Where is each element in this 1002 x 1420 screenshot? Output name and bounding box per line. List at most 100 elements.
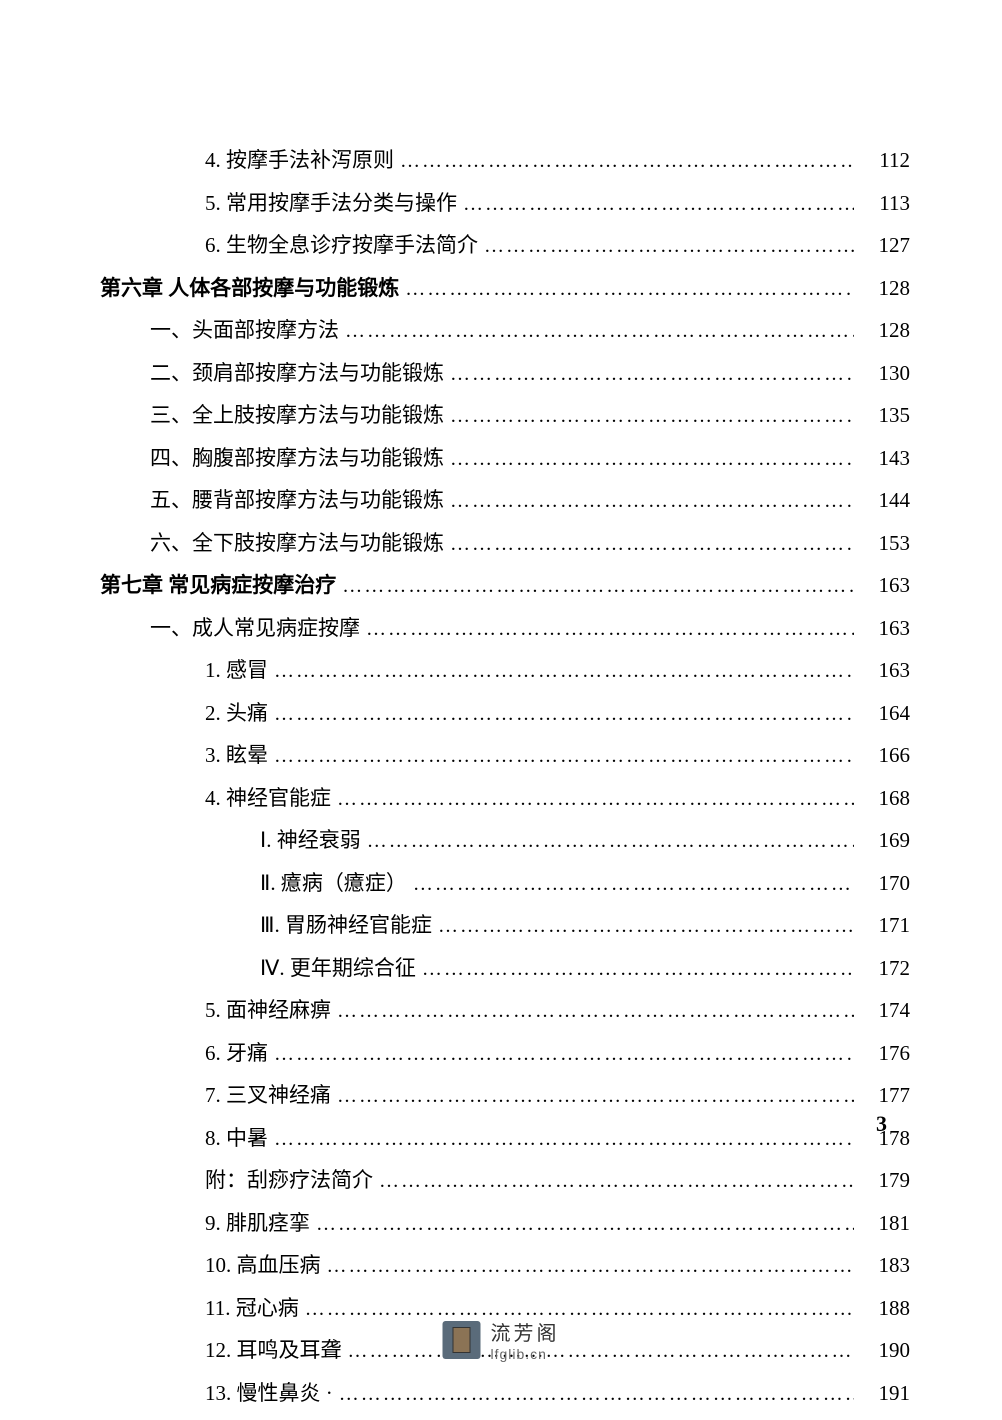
toc-label: 12. 耳鸣及耳聋 (205, 1335, 342, 1367)
toc-page: 171 (860, 910, 910, 942)
toc-line: 一、头面部按摩方法 …………………………………………………………………………12… (100, 315, 910, 347)
toc-line: 三、全上肢按摩方法与功能锻炼 …………………………………………………………………… (100, 400, 910, 432)
toc-dots: ………………………………………………………………………… (438, 911, 854, 941)
toc-line: 二、颈肩部按摩方法与功能锻炼 …………………………………………………………………… (100, 358, 910, 390)
toc-dots: ………………………………………………………………………… (345, 316, 854, 346)
toc-dots: ………………………………………………………………………… (450, 401, 854, 431)
toc-label: Ⅰ. 神经衰弱 (260, 825, 361, 857)
toc-page: 112 (860, 145, 910, 177)
toc-page: 153 (860, 528, 910, 560)
toc-dots: ………………………………………………………………………… (450, 359, 854, 389)
toc-line: 四、胸腹部按摩方法与功能锻炼 …………………………………………………………………… (100, 443, 910, 475)
toc-label: 9. 腓肌痉挛 (205, 1208, 310, 1240)
toc-page: 128 (860, 315, 910, 347)
toc-page: 179 (860, 1165, 910, 1197)
toc-label: 五、腰背部按摩方法与功能锻炼 (150, 485, 444, 517)
toc-line: 1. 感冒 …………………………………………………………………………163 (100, 655, 910, 687)
toc-page: 177 (860, 1080, 910, 1112)
toc-dots: ………………………………………………………………………… (450, 486, 854, 516)
toc-content: 4. 按摩手法补泻原则…………………………………………………………………………1… (100, 145, 910, 1420)
toc-line: Ⅱ. 癔病（癔症）…………………………………………………………………………170 (100, 868, 910, 900)
toc-line: 附：刮痧疗法简介 …………………………………………………………………………179 (100, 1165, 910, 1197)
toc-line: 第七章 常见病症按摩治疗 ………………………………………………………………………… (100, 570, 910, 602)
toc-label: 2. 头痛 (205, 698, 268, 730)
toc-label: 4. 按摩手法补泻原则 (205, 145, 394, 177)
toc-label: 三、全上肢按摩方法与功能锻炼 (150, 400, 444, 432)
toc-label: 六、全下肢按摩方法与功能锻炼 (150, 528, 444, 560)
toc-label: 6. 牙痛 (205, 1038, 268, 1070)
toc-dots: ………………………………………………………………………… (339, 1379, 854, 1409)
toc-line: 4. 按摩手法补泻原则…………………………………………………………………………1… (100, 145, 910, 177)
watermark-en: lfglib.cn (491, 1346, 560, 1362)
toc-line: 6. 牙痛…………………………………………………………………………176 (100, 1038, 910, 1070)
toc-dots: ………………………………………………………………………… (274, 699, 854, 729)
toc-label: 附：刮痧疗法简介 (205, 1165, 373, 1197)
toc-dots: ………………………………………………………………………… (348, 1336, 855, 1366)
toc-page: 163 (860, 613, 910, 645)
toc-page: 183 (860, 1250, 910, 1282)
toc-dots: ………………………………………………………………………… (379, 1166, 854, 1196)
toc-page: 163 (860, 655, 910, 687)
watermark-book-icon (443, 1321, 481, 1359)
page-number: 3 (876, 1111, 887, 1137)
toc-page: 168 (860, 783, 910, 815)
toc-page: 128 (860, 273, 910, 305)
toc-line: 一、成人常见病症按摩 …………………………………………………………………………1… (100, 613, 910, 645)
toc-dots: ………………………………………………………………………… (366, 614, 854, 644)
toc-line: 第六章 人体各部按摩与功能锻炼 ………………………………………………………………… (100, 273, 910, 305)
toc-dots: ………………………………………………………………………… (337, 1081, 854, 1111)
toc-dots: ………………………………………………………………………… (463, 189, 854, 219)
toc-label: 6. 生物全息诊疗按摩手法简介 (205, 230, 478, 262)
toc-page: 169 (860, 825, 910, 857)
toc-dots: ………………………………………………………………………… (327, 1251, 855, 1281)
toc-page: 164 (860, 698, 910, 730)
toc-line: 7. 三叉神经痛…………………………………………………………………………177 (100, 1080, 910, 1112)
toc-label: 第六章 人体各部按摩与功能锻炼 (100, 273, 399, 305)
toc-dots: ………………………………………………………………………… (274, 1039, 854, 1069)
toc-label: Ⅱ. 癔病（癔症） (260, 868, 407, 900)
watermark: 流芳阁 lfglib.cn (443, 1317, 560, 1362)
toc-line: 9. 腓肌痉挛…………………………………………………………………………181 (100, 1208, 910, 1240)
toc-label: 1. 感冒 (205, 655, 268, 687)
toc-page: 174 (860, 995, 910, 1027)
toc-dots: ………………………………………………………………………… (337, 784, 854, 814)
toc-label: Ⅳ. 更年期综合征 (260, 953, 416, 985)
toc-dots: ………………………………………………………………………… (450, 529, 854, 559)
toc-label: 7. 三叉神经痛 (205, 1080, 331, 1112)
toc-page: 144 (860, 485, 910, 517)
toc-page: 172 (860, 953, 910, 985)
toc-label: 8. 中暑 (205, 1123, 268, 1155)
toc-label: Ⅲ. 胃肠神经官能症 (260, 910, 432, 942)
toc-line: 13. 慢性鼻炎 · …………………………………………………………………………1… (100, 1378, 910, 1410)
toc-page: 127 (860, 230, 910, 262)
toc-page: 176 (860, 1038, 910, 1070)
toc-label: 13. 慢性鼻炎 · (205, 1378, 333, 1410)
toc-dots: ………………………………………………………………………… (400, 146, 854, 176)
toc-page: 143 (860, 443, 910, 475)
toc-line: 五、腰背部按摩方法与功能锻炼 …………………………………………………………………… (100, 485, 910, 517)
toc-line: 5. 面神经麻痹…………………………………………………………………………174 (100, 995, 910, 1027)
toc-page: 166 (860, 740, 910, 772)
toc-label: 11. 冠心病 (205, 1293, 299, 1325)
toc-dots: ………………………………………………………………………… (274, 741, 854, 771)
toc-page: 130 (860, 358, 910, 390)
toc-label: 5. 面神经麻痹 (205, 995, 331, 1027)
toc-dots: ………………………………………………………………………… (367, 826, 854, 856)
toc-label: 第七章 常见病症按摩治疗 (100, 570, 336, 602)
toc-line: Ⅰ. 神经衰弱…………………………………………………………………………169 (100, 825, 910, 857)
toc-label: 一、头面部按摩方法 (150, 315, 339, 347)
toc-label: 4. 神经官能症 (205, 783, 331, 815)
toc-line: 3. 眩晕…………………………………………………………………………166 (100, 740, 910, 772)
watermark-icon-inner (453, 1327, 471, 1353)
toc-line: 6. 生物全息诊疗按摩手法简介…………………………………………………………………… (100, 230, 910, 262)
toc-label: 四、胸腹部按摩方法与功能锻炼 (150, 443, 444, 475)
watermark-cn: 流芳阁 (491, 1317, 560, 1346)
toc-dots: ………………………………………………………………………… (274, 656, 854, 686)
toc-dots: ………………………………………………………………………… (484, 231, 854, 261)
toc-page: 181 (860, 1208, 910, 1240)
toc-page: 113 (860, 188, 910, 220)
toc-line: 六、全下肢按摩方法与功能锻炼 …………………………………………………………………… (100, 528, 910, 560)
toc-line: Ⅲ. 胃肠神经官能症…………………………………………………………………………17… (100, 910, 910, 942)
toc-label: 5. 常用按摩手法分类与操作 (205, 188, 457, 220)
toc-label: 3. 眩晕 (205, 740, 268, 772)
